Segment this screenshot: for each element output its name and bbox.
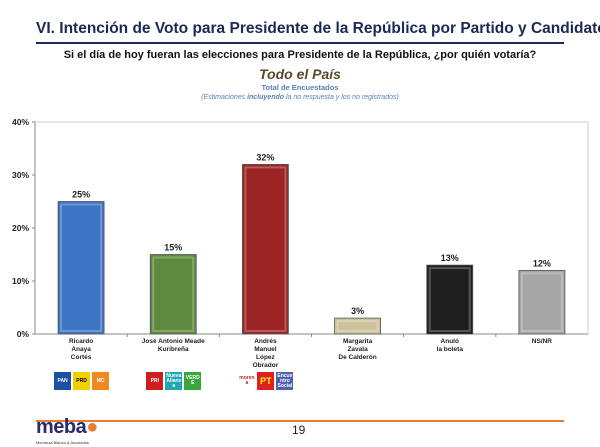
category-label: Ricardo Anaya Cortés	[68, 338, 94, 361]
bar	[149, 254, 197, 335]
party-logo: PRD	[73, 372, 91, 390]
bar-bevel	[152, 256, 195, 332]
bar-bevel	[336, 320, 379, 333]
category-label: José Antonio Meade Kuribreña	[141, 338, 205, 353]
bar	[518, 269, 566, 335]
chart-subtitle-2: Total de Encuestados	[261, 83, 339, 92]
party-logo: Nueva Alianza	[165, 372, 183, 390]
party-logo: morena	[238, 372, 256, 390]
category-label: NS/NR	[531, 338, 553, 345]
y-tick-label: 20%	[12, 223, 29, 233]
page-title: VI. Intención de Voto para Presidente de…	[36, 20, 600, 37]
footer-rule	[36, 420, 564, 422]
question: Si el día de hoy fueran las elecciones p…	[63, 49, 537, 61]
party-logos: morena PT Encuentro Social	[238, 372, 294, 390]
bar-bevel	[428, 267, 471, 333]
chart-subtitle: Todo el País	[259, 66, 341, 82]
bar	[426, 264, 474, 335]
data-label: 25%	[72, 190, 90, 200]
category-label: Andrés Manuel López Obrador	[252, 338, 279, 369]
data-label: 32%	[256, 152, 274, 162]
y-tick-label: 0%	[17, 329, 30, 339]
party-logo: Encuentro Social	[276, 372, 294, 390]
party-logos: PRI Nueva Alianza VERDE	[146, 372, 202, 390]
category-label: Margarita Zavala De Calderón	[338, 338, 377, 361]
bar	[242, 163, 289, 335]
data-label: 15%	[164, 243, 182, 253]
meba-logo: meba●	[36, 416, 98, 438]
bar-bevel	[244, 166, 287, 332]
bar-bevel	[520, 272, 563, 332]
y-tick-label: 10%	[12, 276, 29, 286]
data-label: 3%	[351, 306, 364, 316]
y-tick-label: 40%	[12, 117, 29, 127]
data-label: 12%	[533, 258, 551, 268]
party-logo: PAN	[54, 372, 72, 390]
data-label: 13%	[441, 253, 459, 263]
title-rule	[36, 42, 564, 44]
bar	[334, 317, 381, 335]
y-tick-label: 30%	[12, 170, 29, 180]
page-number: 19	[292, 423, 306, 437]
party-logo: MC	[92, 372, 110, 390]
bar-bevel	[60, 203, 103, 332]
party-logo: VERDE	[184, 372, 202, 390]
bar	[57, 201, 105, 335]
party-logo: PT	[257, 372, 275, 390]
chart-note: (Estimaciones incluyendo la no respuesta…	[201, 94, 399, 101]
category-label: Anuló la boleta	[436, 338, 463, 353]
logo-subtitle: Mendoza Blanco & Asociados	[36, 440, 89, 445]
party-logos: PAN PRD MC	[54, 372, 110, 390]
party-logo: PRI	[146, 372, 164, 390]
